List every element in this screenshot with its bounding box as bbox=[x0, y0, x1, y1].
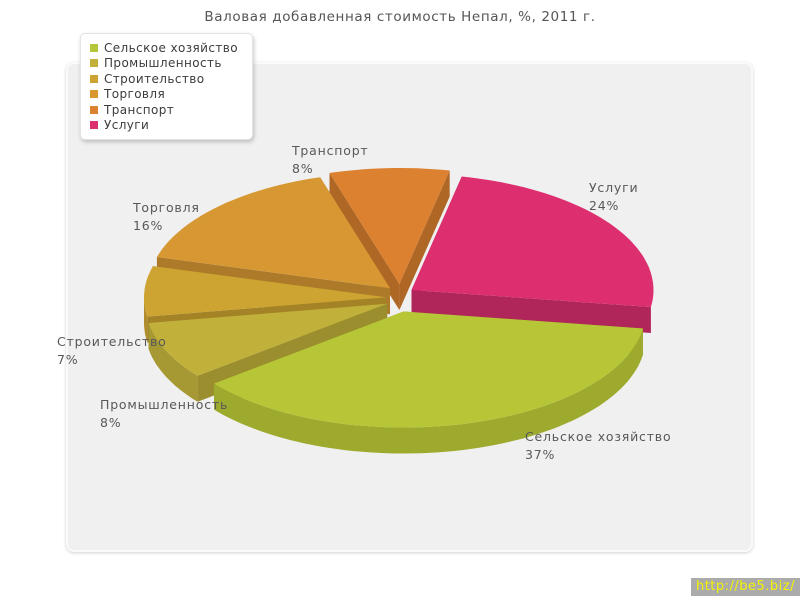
chart-title: Валовая добавленная стоимость Непал, %, … bbox=[204, 9, 596, 25]
pie-slice-face bbox=[148, 323, 198, 402]
legend-swatch-icon bbox=[90, 59, 98, 68]
legend-swatch-icon bbox=[90, 90, 98, 99]
legend-swatch-icon bbox=[90, 105, 98, 114]
pie-slice-face bbox=[144, 266, 386, 317]
pie-slice-face bbox=[214, 311, 643, 428]
watermark-link[interactable]: http://be5.biz/ bbox=[690, 578, 800, 596]
legend-label: Сельское хозяйство bbox=[104, 40, 238, 55]
legend-item: Торговля bbox=[90, 87, 238, 103]
legend-swatch-icon bbox=[90, 43, 98, 52]
slice-label-percent: 8% bbox=[292, 161, 314, 176]
slice-label-construction: Строительство 7% bbox=[57, 333, 167, 369]
legend-item: Услуги bbox=[90, 118, 238, 134]
slice-label-percent: 7% bbox=[57, 352, 79, 367]
legend-item: Строительство bbox=[90, 71, 238, 87]
slice-label-name: Промышленность bbox=[100, 397, 229, 412]
pie-slice-face bbox=[411, 290, 651, 333]
legend-label: Строительство bbox=[104, 71, 205, 86]
legend-label: Услуги bbox=[104, 118, 150, 133]
pie-slice-face bbox=[399, 170, 450, 310]
legend-label: Промышленность bbox=[104, 56, 222, 71]
pie-slice-face bbox=[411, 176, 654, 307]
slice-label-industry: Промышленность 8% bbox=[100, 396, 228, 432]
legend-swatch-icon bbox=[90, 74, 98, 83]
slice-label-name: Сельское хозяйство bbox=[525, 429, 672, 444]
slice-label-transport: Транспорт 8% bbox=[292, 142, 369, 178]
pie-slice-face bbox=[156, 177, 390, 289]
legend-list: Сельское хозяйство Промышленность Строител… bbox=[90, 40, 238, 133]
pie-slice-face bbox=[329, 168, 450, 284]
pie-slice-face bbox=[148, 303, 388, 376]
slice-label-percent: 8% bbox=[100, 415, 122, 430]
legend-label: Торговля bbox=[104, 87, 166, 102]
slice-label-percent: 16% bbox=[133, 218, 164, 233]
legend-swatch-icon bbox=[90, 121, 98, 130]
slice-label-name: Торговля bbox=[133, 200, 200, 215]
legend-label: Транспорт bbox=[104, 102, 175, 117]
legend-item: Транспорт bbox=[90, 102, 238, 118]
slice-label-percent: 37% bbox=[525, 447, 556, 462]
legend-item: Промышленность bbox=[90, 56, 238, 72]
slice-label-agriculture: Сельское хозяйство 37% bbox=[525, 428, 671, 464]
slice-label-trade: Торговля 16% bbox=[133, 199, 200, 235]
legend-item: Сельское хозяйство bbox=[90, 40, 238, 56]
slice-label-name: Транспорт bbox=[292, 143, 369, 158]
legend: Сельское хозяйство Промышленность Строител… bbox=[80, 33, 253, 140]
slice-label-name: Услуги bbox=[589, 180, 639, 195]
pie-slice-face bbox=[144, 297, 148, 343]
slice-label-percent: 24% bbox=[589, 198, 620, 213]
slice-label-name: Строительство bbox=[57, 334, 167, 349]
pie-slice-face bbox=[214, 328, 643, 454]
slice-label-services: Услуги 24% bbox=[589, 179, 638, 215]
